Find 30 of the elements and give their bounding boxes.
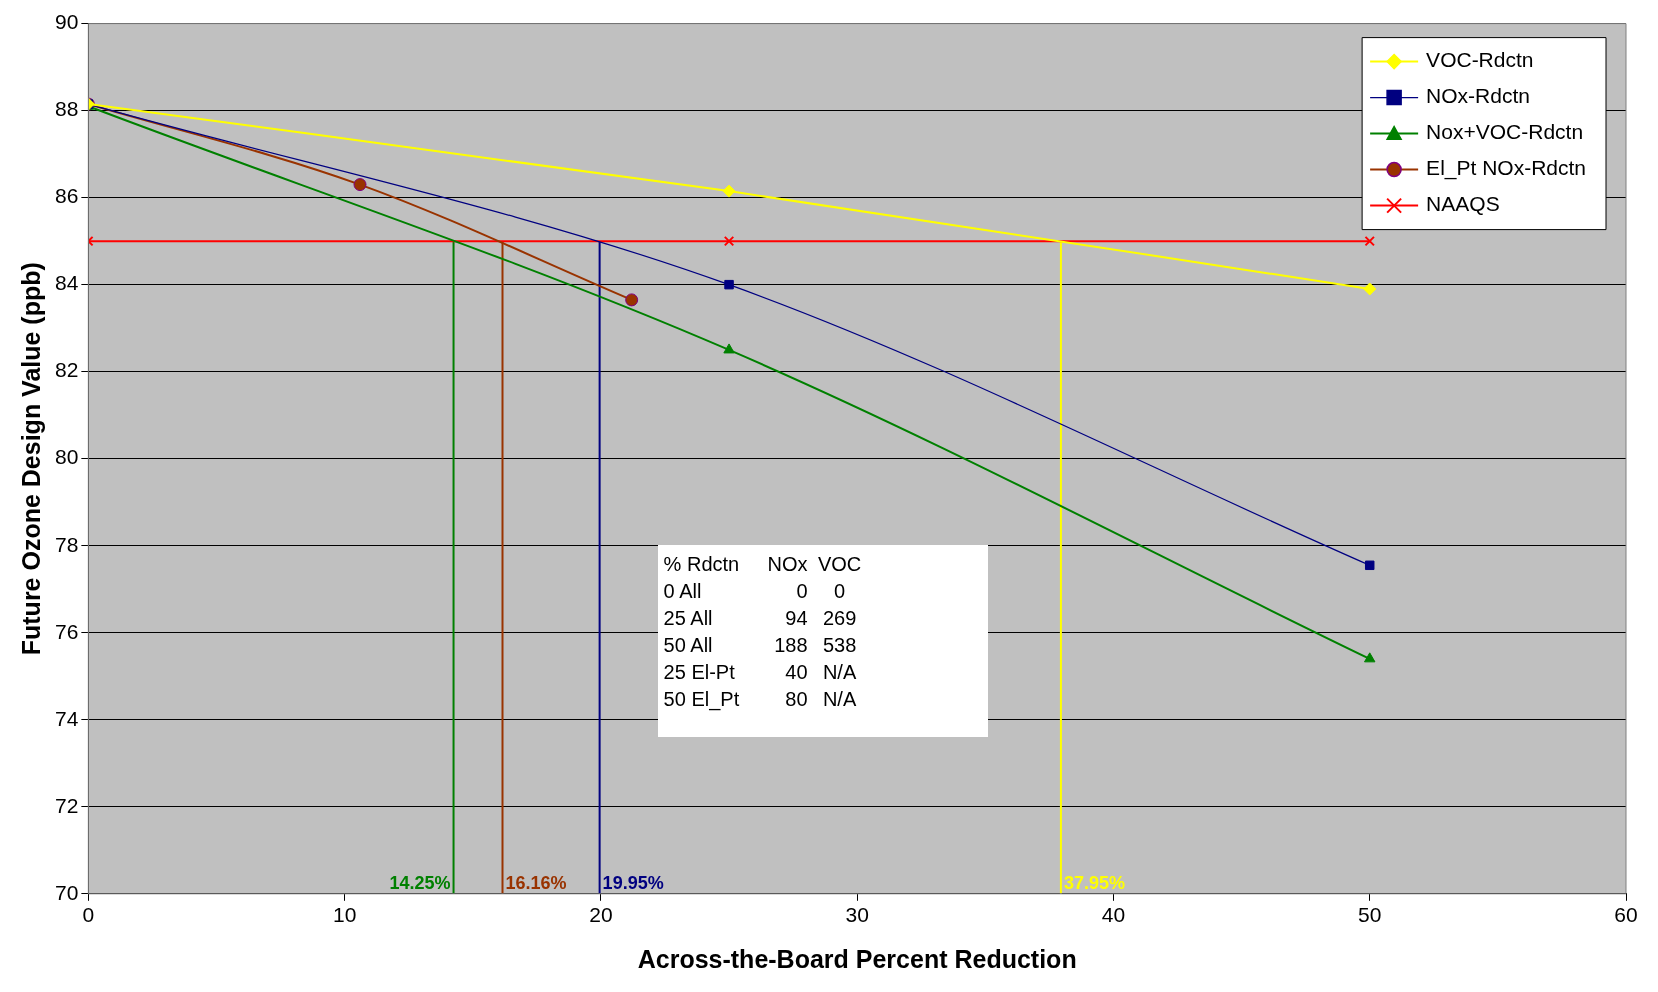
y-tick-label: 78 [55,532,79,556]
legend-label: El_Pt NOx-Rdctn [1426,156,1587,181]
y-tick-label: 86 [55,184,79,208]
y-tick-label: 88 [55,97,79,121]
x-axis-title: Across-the-Board Percent Reduction [637,944,1077,973]
legend-label: NAAQS [1426,192,1500,216]
y-tick-label: 84 [55,271,79,295]
annotation: 14.25% [389,872,451,893]
y-tick-label: 82 [55,358,79,382]
x-tick-label: 40 [1101,903,1126,927]
y-tick-label: 70 [55,880,79,904]
legend-label: Nox+VOC-Rdctn [1426,120,1584,144]
x-tick-label: 0 [82,903,95,927]
y-tick-label: 72 [55,793,79,817]
x-tick-label: 60 [1614,903,1638,927]
notes-table: % Rdctn NOx VOC 0 All 0 0 25 All 94 269 50 All 188 538 25 El-Pt 40 N/A 50 El_Pt 80 N/A [657,545,988,737]
annotation: 19.95% [602,872,664,893]
x-tick-label: 50 [1358,903,1382,927]
y-tick-label: 74 [55,706,79,730]
y-tick-label: 76 [55,619,79,643]
y-axis-title: Future Ozone Design Value (ppb) [16,262,45,656]
legend-label: VOC-Rdctn [1426,48,1534,72]
x-tick-label: 30 [845,903,869,927]
annotation: 37.95% [1063,872,1125,893]
x-tick-label: 10 [332,903,357,927]
legend-label: NOx-Rdctn [1426,84,1530,108]
annotation: 16.16% [505,872,567,893]
x-tick-label: 20 [589,903,613,927]
y-tick-label: 90 [55,10,79,34]
y-tick-label: 80 [55,445,79,469]
